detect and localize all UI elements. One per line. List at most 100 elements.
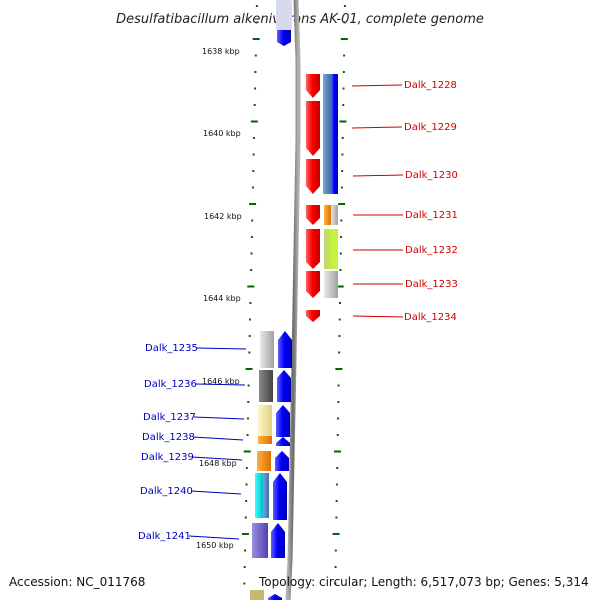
tick-mark <box>339 252 342 255</box>
gene-arrow-dalk-1236[interactable] <box>277 370 291 402</box>
gene-label-dalk-1238[interactable]: Dalk_1238 <box>142 432 195 443</box>
tick-mark <box>334 549 337 552</box>
tick-mark <box>339 269 342 271</box>
tick-mark <box>338 318 341 321</box>
annotation-bar <box>258 436 272 444</box>
tick-mark <box>245 500 248 502</box>
gene-label-dalk-1229[interactable]: Dalk_1229 <box>404 122 457 133</box>
gene-arrow-dalk-1234[interactable] <box>306 310 320 322</box>
tick-mark <box>337 384 340 387</box>
tick-mark <box>243 566 246 568</box>
annotation-bar <box>324 271 338 298</box>
gene-label-dalk-1241[interactable]: Dalk_1241 <box>138 531 191 542</box>
tick-mark <box>337 401 340 403</box>
gene-label-dalk-1230[interactable]: Dalk_1230 <box>405 170 458 181</box>
tick-mark <box>248 335 251 337</box>
gene-label-dalk-1228[interactable]: Dalk_1228 <box>404 80 457 91</box>
tick-mark <box>339 120 347 123</box>
left-tick-track <box>241 5 260 585</box>
gene-label-dalk-1233[interactable]: Dalk_1233 <box>405 279 458 290</box>
top-forward-gene[interactable] <box>277 30 291 46</box>
right-tick-track <box>332 5 348 585</box>
map-title: Desulfatibacillum alkenivorans AK-01, co… <box>116 12 484 27</box>
tick-mark <box>247 285 255 288</box>
leader-line <box>194 383 246 386</box>
gene-arrow-dalk-1232[interactable] <box>306 229 320 269</box>
gene-label-dalk-1239[interactable]: Dalk_1239 <box>141 452 194 463</box>
tick-mark <box>335 368 343 370</box>
leader-line <box>192 436 244 441</box>
tick-mark <box>336 434 339 436</box>
tick-mark <box>337 417 340 420</box>
tick-mark <box>245 483 248 486</box>
tick-mark <box>254 87 257 90</box>
tick-mark <box>254 71 257 73</box>
leader-line <box>188 535 240 540</box>
gene-arrow-dalk-1237[interactable] <box>276 405 290 437</box>
annotation-bar <box>331 74 338 194</box>
tick-mark <box>243 582 246 585</box>
tick-mark <box>241 533 249 535</box>
tick-mark <box>338 335 341 337</box>
gene-arrow-dalk-1233[interactable] <box>306 271 320 298</box>
gene-arrow-dalk-1228[interactable] <box>306 74 320 98</box>
leader-line <box>190 490 242 495</box>
gene-arrow-dalk-1235[interactable] <box>278 331 292 368</box>
kbp-label: 1648 kbp <box>199 459 237 468</box>
left-gene-labels: Dalk_1235 Dalk_1236 Dalk_1237 Dalk_1238 … <box>138 343 198 542</box>
annotation-bar <box>255 473 263 518</box>
gene-label-dalk-1232[interactable]: Dalk_1232 <box>405 245 458 256</box>
tick-mark <box>249 318 252 321</box>
gene-arrow-dalk-1229[interactable] <box>306 101 320 156</box>
gene-label-dalk-1235[interactable]: Dalk_1235 <box>145 343 198 354</box>
gene-label-dalk-1240[interactable]: Dalk_1240 <box>140 486 193 497</box>
kbp-label: 1642 kbp <box>204 212 242 221</box>
gene-arrow-dalk-1231[interactable] <box>306 205 320 225</box>
tick-mark <box>342 87 345 90</box>
gene-label-dalk-1237[interactable]: Dalk_1237 <box>143 412 196 423</box>
gene-arrow-dalk-1238[interactable] <box>276 437 290 446</box>
accession-text: Accession: NC_011768 <box>9 575 145 589</box>
annotation-bar <box>331 229 338 269</box>
leader-lines <box>188 84 404 540</box>
forward-strand-genes <box>268 331 292 600</box>
tick-mark <box>255 21 258 24</box>
tick-mark <box>246 434 249 436</box>
gene-label-dalk-1234[interactable]: Dalk_1234 <box>404 312 457 323</box>
reverse-strand-genes <box>306 74 320 322</box>
tick-mark <box>342 71 345 73</box>
gene-label-dalk-1236[interactable]: Dalk_1236 <box>144 379 197 390</box>
tick-mark <box>341 170 344 172</box>
leader-line <box>352 174 404 177</box>
tick-mark <box>340 236 343 238</box>
tick-mark <box>338 351 341 354</box>
genome-backbone <box>285 0 301 600</box>
annotation-bar <box>323 74 331 194</box>
gene-label-dalk-1231[interactable]: Dalk_1231 <box>405 210 458 221</box>
annotation-bar <box>324 229 331 269</box>
gene-arrow-dalk-1240[interactable] <box>273 473 287 520</box>
tick-mark <box>340 186 343 189</box>
tick-mark <box>253 104 256 106</box>
gene-arrow-dalk-1230[interactable] <box>306 159 320 194</box>
tick-mark <box>252 170 255 172</box>
annotation-bar <box>331 205 338 225</box>
gene-arrow-dalk-1239[interactable] <box>275 451 289 471</box>
gene-arrow-partial[interactable] <box>268 594 282 600</box>
tick-mark <box>250 269 253 271</box>
forward-annotation-bars <box>250 331 274 600</box>
tick-mark <box>343 21 346 24</box>
tick-mark <box>248 351 251 354</box>
tick-mark <box>342 104 345 106</box>
tick-mark <box>247 401 250 403</box>
tick-mark <box>335 516 338 519</box>
tick-mark <box>247 384 250 387</box>
tick-mark <box>335 483 338 486</box>
kbp-label: 1640 kbp <box>203 129 241 138</box>
tick-mark <box>252 38 260 40</box>
tick-mark <box>255 5 258 7</box>
tick-mark <box>340 219 343 222</box>
gene-arrow-dalk-1241[interactable] <box>271 523 285 558</box>
kbp-label: 1646 kbp <box>202 377 240 386</box>
